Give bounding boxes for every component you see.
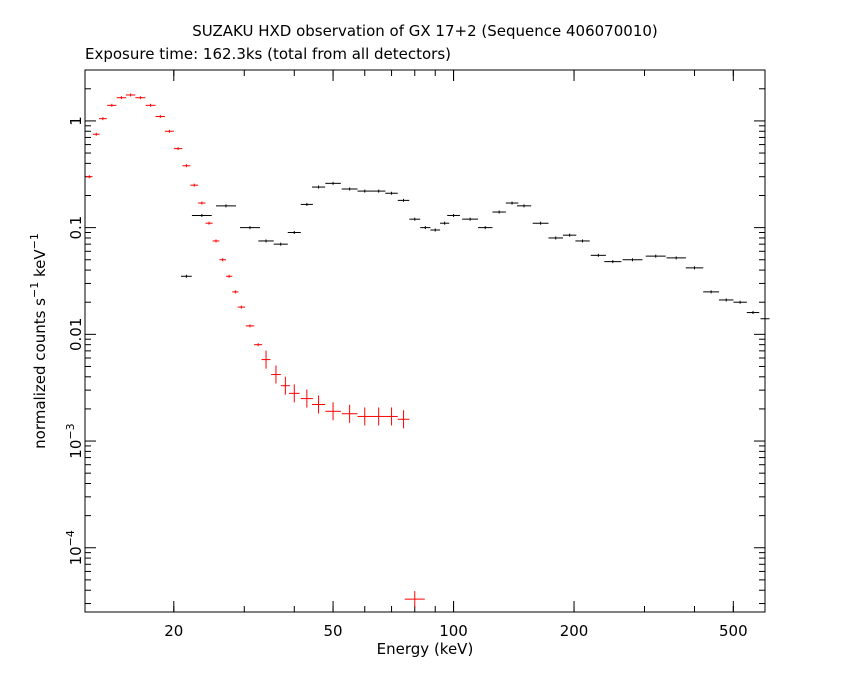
x-axis-label: Energy (keV)	[377, 640, 474, 658]
chart-title: SUZAKU HXD observation of GX 17+2 (Seque…	[192, 22, 658, 40]
y-tick-label: 10−3	[64, 423, 85, 458]
series-gso	[180, 181, 770, 321]
x-tick-label: 500	[719, 622, 748, 640]
x-tick-label: 20	[164, 622, 183, 640]
y-tick-label: 0.01	[67, 318, 85, 351]
series-pin	[86, 93, 425, 608]
y-tick-label: 0.1	[67, 216, 85, 240]
plot-frame	[84, 69, 766, 613]
x-tick-label: 200	[560, 622, 589, 640]
y-tick-label: 10−4	[64, 530, 85, 565]
x-tick-label: 100	[439, 622, 468, 640]
y-tick-label: 1	[67, 116, 85, 126]
x-axis: 20 50 100 200 500	[164, 70, 766, 640]
data-series	[86, 93, 770, 608]
y-axis-label: normalized counts s−1 keV−1	[28, 233, 49, 449]
chart-subtitle: Exposure time: 162.3ks (total from all d…	[85, 45, 452, 63]
x-tick-label: 50	[324, 622, 343, 640]
y-axis: 1 0.1 0.01 10−3 10−4	[64, 69, 765, 605]
